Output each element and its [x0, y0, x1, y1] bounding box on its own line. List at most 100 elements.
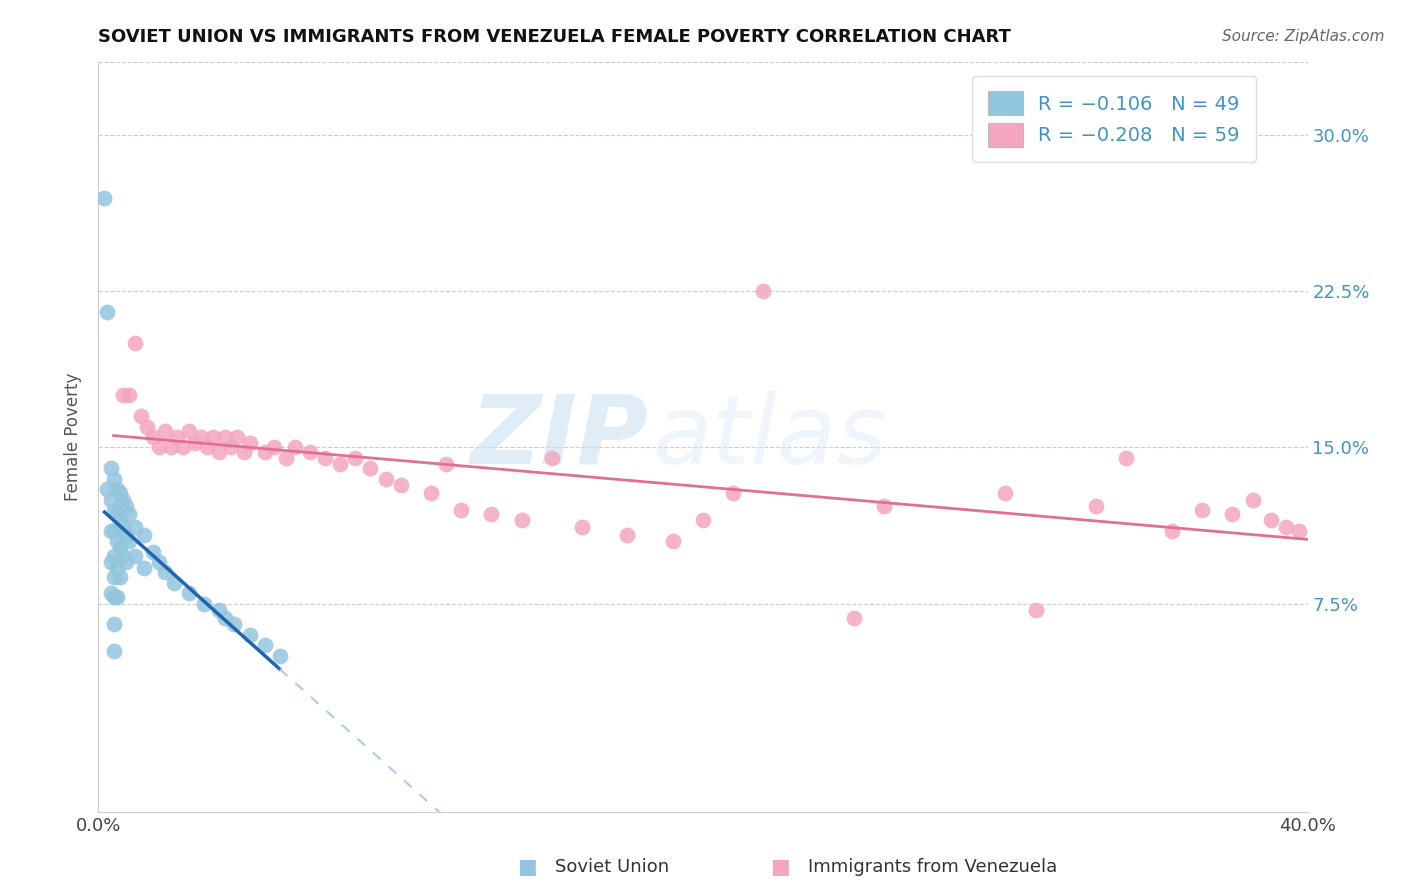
Point [195, 441, 218, 455]
Point [103, 617, 125, 632]
Point [124, 549, 146, 563]
Point [1241, 492, 1264, 507]
Point [114, 499, 136, 513]
Point [108, 486, 131, 500]
Point [129, 409, 152, 424]
Point [221, 441, 243, 455]
Point [344, 450, 367, 465]
Point [132, 561, 155, 575]
Point [434, 457, 457, 471]
Point [103, 549, 125, 563]
Point [184, 436, 207, 450]
Point [105, 561, 128, 575]
Point [124, 336, 146, 351]
Point [103, 524, 125, 538]
Point [616, 528, 638, 542]
Point [1115, 450, 1137, 465]
Point [100, 524, 122, 538]
Point [1191, 503, 1213, 517]
Point [166, 430, 188, 444]
Point [224, 617, 246, 632]
Point [100, 555, 122, 569]
Point [118, 507, 141, 521]
Point [190, 430, 212, 444]
Point [214, 430, 236, 444]
Point [103, 591, 125, 605]
Point [118, 534, 141, 549]
Point [540, 450, 562, 465]
Point [114, 528, 136, 542]
Point [105, 534, 128, 549]
Point [284, 441, 307, 455]
Text: ZIP: ZIP [471, 391, 648, 483]
Point [1024, 603, 1046, 617]
Text: Source: ZipAtlas.com: Source: ZipAtlas.com [1222, 29, 1385, 44]
Text: Soviet Union: Soviet Union [555, 858, 669, 876]
Point [214, 611, 236, 625]
Point [1260, 513, 1282, 527]
Point [253, 638, 276, 652]
Text: ■: ■ [770, 857, 790, 877]
Point [314, 450, 336, 465]
Text: Immigrants from Venezuela: Immigrants from Venezuela [808, 858, 1057, 876]
Point [1275, 519, 1298, 533]
Point [103, 644, 125, 658]
Point [96, 305, 118, 319]
Point [202, 430, 225, 444]
Point [111, 519, 134, 533]
Point [103, 472, 125, 486]
Point [111, 388, 134, 402]
Point [239, 436, 262, 450]
Point [132, 528, 155, 542]
Point [100, 492, 122, 507]
Point [111, 549, 134, 563]
Point [179, 586, 201, 600]
Point [1220, 507, 1243, 521]
Point [723, 486, 745, 500]
Point [1160, 524, 1182, 538]
Point [103, 503, 125, 517]
Legend: R = −0.106   N = 49, R = −0.208   N = 59: R = −0.106 N = 49, R = −0.208 N = 59 [973, 76, 1256, 162]
Point [100, 586, 122, 600]
Point [105, 507, 128, 521]
Point [1085, 499, 1108, 513]
Point [329, 457, 352, 471]
Point [153, 424, 176, 438]
Point [1288, 524, 1310, 538]
Point [153, 566, 176, 580]
Point [450, 503, 472, 517]
Point [208, 444, 231, 458]
Point [118, 388, 141, 402]
Point [661, 534, 683, 549]
Point [752, 285, 775, 299]
Point [108, 513, 131, 527]
Point [226, 430, 249, 444]
Point [193, 597, 215, 611]
Point [96, 482, 118, 496]
Point [142, 430, 165, 444]
Point [692, 513, 714, 527]
Point [100, 461, 122, 475]
Point [374, 472, 396, 486]
Point [510, 513, 533, 527]
Point [111, 492, 134, 507]
Point [481, 507, 503, 521]
Point [172, 441, 194, 455]
Point [114, 555, 136, 569]
Point [103, 569, 125, 583]
Point [274, 450, 297, 465]
Point [179, 424, 201, 438]
Point [160, 441, 183, 455]
Point [420, 486, 443, 500]
Point [253, 444, 276, 458]
Point [873, 499, 896, 513]
Point [148, 555, 170, 569]
Text: atlas: atlas [652, 391, 887, 483]
Text: SOVIET UNION VS IMMIGRANTS FROM VENEZUELA FEMALE POVERTY CORRELATION CHART: SOVIET UNION VS IMMIGRANTS FROM VENEZUEL… [98, 28, 1011, 45]
Point [299, 444, 322, 458]
Point [844, 611, 866, 625]
Point [108, 569, 131, 583]
Point [269, 648, 291, 663]
Point [93, 191, 115, 205]
Point [360, 461, 382, 475]
